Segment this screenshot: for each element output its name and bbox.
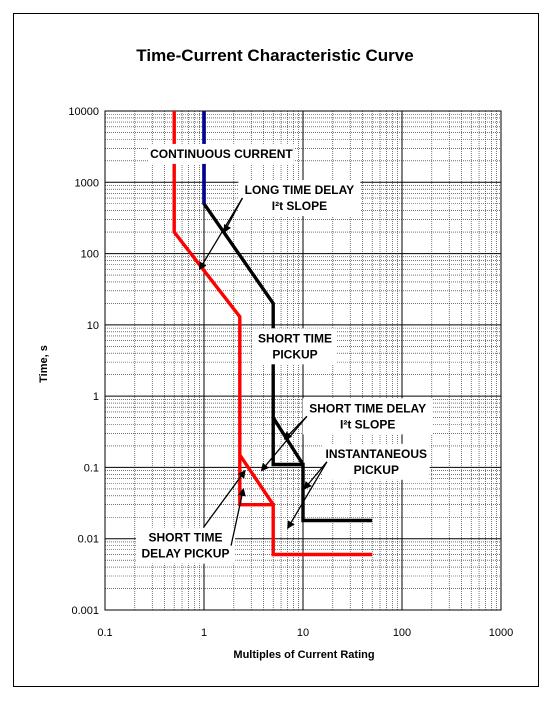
- annotation-bg: [149, 143, 294, 164]
- annotation-label-3: SHORT TIME: [258, 331, 332, 345]
- series-line-3: [238, 453, 275, 506]
- annotation-bg: [322, 443, 430, 480]
- annotations: CONTINUOUS CURRENT LONG TIME DELAY I²t SLO…: [135, 143, 433, 564]
- annotation-arrow: [198, 197, 243, 271]
- y-tick-label: 0.1: [84, 462, 99, 474]
- y-tick-label: 10: [87, 320, 99, 332]
- annotation-bg: [302, 398, 433, 435]
- annotation-arrow: [260, 415, 308, 472]
- annotation-label-6: SHORT TIME: [148, 531, 222, 545]
- time-current-chart: Time-Current Characteristic Curve 0.1 1 10…: [38, 46, 513, 661]
- annotation-arrow: [287, 461, 328, 530]
- y-tick-label: 1000: [75, 177, 99, 189]
- plot-area-border: [104, 110, 502, 611]
- x-tick-label: 1000: [489, 627, 513, 639]
- annotation-arrow: [230, 487, 246, 546]
- annotation-arrow: [202, 469, 246, 529]
- y-axis-label: Time, s: [38, 345, 50, 383]
- y-tick-label: 0.01: [78, 534, 99, 546]
- annotation-label-6: DELAY PICKUP: [141, 547, 229, 561]
- annotation-label-4: I²t SLOPE: [340, 417, 395, 431]
- tick-labels: 0.1 1 10 100 1000 0.001 0.01 0.1 1 10 100 1000 10000: [68, 106, 513, 639]
- annotation-arrow: [303, 461, 328, 490]
- annotation-label-2: LONG TIME DELAY: [245, 183, 355, 197]
- annotation-bg: [135, 527, 236, 564]
- x-axis-label: Multiples of Current Rating: [233, 649, 374, 661]
- annotation-label-4: SHORT TIME DELAY: [309, 401, 426, 415]
- x-tick-label: 1: [201, 627, 207, 639]
- annotation-label-3: PICKUP: [272, 347, 317, 361]
- x-tick-label: 0.1: [97, 627, 112, 639]
- annotation-label-5: INSTANTANEOUS: [326, 447, 428, 461]
- annotation-bg: [238, 180, 361, 217]
- series-line-4: [271, 416, 305, 466]
- x-tick-label: 100: [393, 627, 411, 639]
- chart-title: Time-Current Characteristic Curve: [136, 46, 413, 65]
- y-tick-label: 10000: [68, 106, 99, 118]
- annotation-bg: [252, 328, 337, 365]
- annotation-label-2: I²t SLOPE: [272, 199, 327, 213]
- annotation-label-5: PICKUP: [354, 463, 399, 477]
- y-tick-label: 0.001: [71, 605, 99, 617]
- x-tick-label: 10: [297, 627, 309, 639]
- chart-frame: Time-Current Characteristic Curve 0.1 1 10…: [13, 13, 539, 687]
- annotation-label-1: CONTINUOUS CURRENT: [150, 147, 293, 161]
- y-tick-label: 100: [81, 249, 99, 261]
- y-tick-label: 1: [93, 391, 99, 403]
